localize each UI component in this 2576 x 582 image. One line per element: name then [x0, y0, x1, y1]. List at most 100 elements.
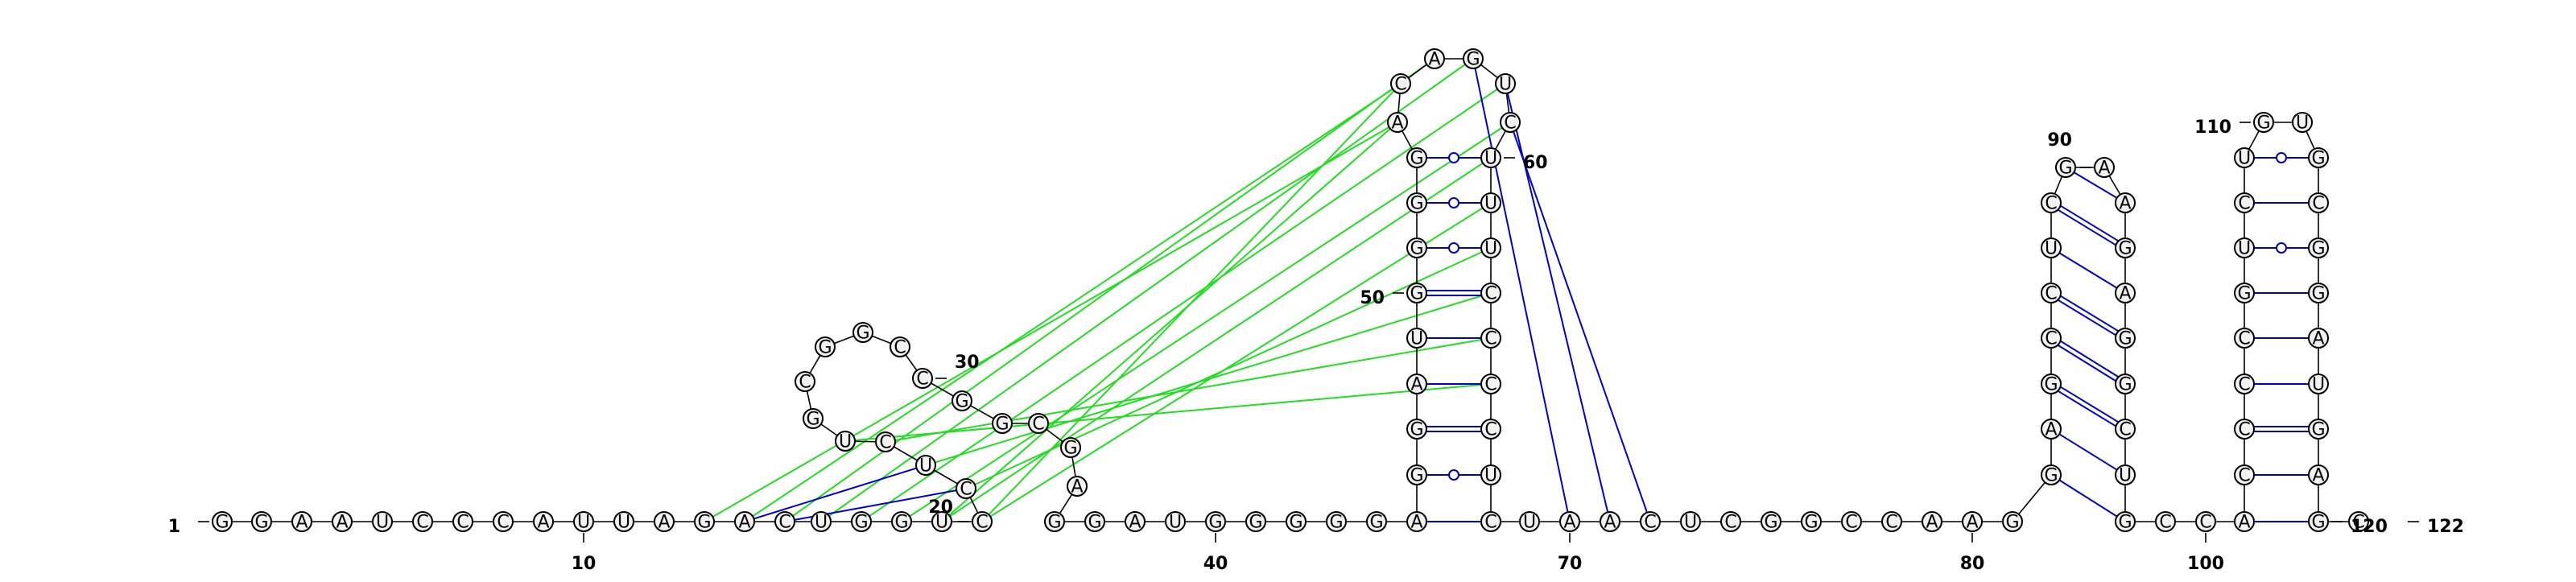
svg-text:G: G [1410, 149, 1423, 169]
pseudoknot-pair [1505, 83, 1611, 522]
position-number: 1 [168, 517, 209, 537]
tertiary-contact [965, 247, 1492, 489]
nucleotide: C [1720, 511, 1741, 533]
svg-text:G: G [1289, 513, 1302, 533]
svg-text:G: G [2118, 239, 2132, 259]
nucleotide: G [1406, 283, 1427, 304]
svg-text:C: C [799, 373, 811, 393]
svg-text:C: C [1845, 513, 1857, 533]
nucleotide: A [654, 511, 675, 533]
svg-text:C: C [2045, 194, 2057, 214]
nucleotide: C [890, 336, 910, 358]
svg-text:C: C [2238, 329, 2250, 349]
nucleotide: U [2308, 374, 2329, 395]
position-number: 30 [935, 353, 980, 379]
nucleotide: U [1480, 192, 1501, 214]
nucleotide: C [2195, 511, 2216, 533]
nucleotide: C [2234, 328, 2255, 349]
svg-text:G: G [1410, 194, 1423, 214]
svg-text:G: G [1410, 466, 1423, 486]
nucleotide: G [2115, 511, 2136, 533]
svg-text:C: C [2045, 329, 2057, 349]
nucleotide: G [1286, 511, 1307, 533]
nucleotide: C [2041, 283, 2062, 304]
svg-text:A: A [1604, 513, 1616, 533]
nucleotide: G [1801, 511, 1822, 533]
svg-text:10: 10 [572, 554, 597, 574]
svg-text:C: C [1484, 329, 1496, 349]
svg-text:A: A [1391, 114, 1403, 134]
svg-text:A: A [2045, 420, 2057, 440]
tertiary-contact [885, 337, 1492, 443]
svg-text:C: C [2352, 513, 2364, 533]
nucleotide: G [2308, 419, 2329, 440]
nucleotide: U [1480, 464, 1501, 486]
nucleotide: G [2308, 511, 2329, 533]
tertiary-contact [981, 83, 1402, 522]
svg-text:G: G [2118, 329, 2132, 349]
base-pair-gc [2058, 208, 2116, 246]
nucleotide: C [1881, 511, 1902, 533]
nucleotide: G [851, 511, 872, 533]
position-number: 90 [2047, 130, 2091, 168]
nucleotide: U [931, 511, 952, 533]
svg-text:C: C [1504, 114, 1516, 134]
svg-text:C: C [976, 513, 988, 533]
svg-text:A: A [1410, 375, 1422, 395]
nucleotide: G [694, 511, 715, 533]
nucleotide: C [1480, 283, 1501, 304]
position-number: 70 [1558, 533, 1583, 574]
wobble-marker [1448, 197, 1459, 208]
svg-text:G: G [894, 513, 908, 533]
nucleotide: G [1044, 511, 1065, 533]
base-pairs [753, 58, 2309, 522]
svg-text:90: 90 [2047, 130, 2072, 151]
nucleotide: G [2041, 374, 2062, 395]
svg-text:20: 20 [928, 497, 953, 518]
position-number: 110 [2194, 118, 2251, 138]
nucleotide: U [1480, 237, 1501, 259]
nucleotide: G [2041, 464, 2062, 486]
svg-text:A: A [336, 513, 348, 533]
nucleotide: C [956, 478, 976, 500]
svg-text:U: U [2238, 239, 2251, 259]
pseudoknot-pair [1509, 122, 1651, 522]
svg-text:C: C [916, 369, 928, 390]
tertiary-contact [901, 122, 1511, 522]
position-number: 10 [572, 533, 597, 574]
svg-text:C: C [1484, 513, 1496, 533]
nucleotide: U [835, 431, 856, 452]
svg-text:G: G [2311, 420, 2325, 440]
svg-text:70: 70 [1558, 554, 1583, 574]
svg-text:A: A [2238, 513, 2250, 533]
svg-text:G: G [2118, 513, 2132, 533]
nucleotide: C [1480, 328, 1501, 349]
nucleotide: A [1559, 511, 1580, 533]
svg-text:G: G [2311, 513, 2325, 533]
nucleotide: G [2308, 237, 2329, 259]
svg-text:G: G [955, 392, 968, 412]
svg-text:A: A [738, 513, 750, 533]
svg-text:C: C [894, 338, 906, 358]
base-pair-au [2058, 252, 2118, 289]
svg-text:G: G [856, 324, 869, 344]
nucleotide: U [2115, 464, 2136, 486]
nucleotide: G [1463, 48, 1484, 70]
nucleotide: U [1680, 511, 1701, 533]
nucleotide: A [1067, 476, 1088, 497]
nucleotide: A [1922, 511, 1942, 533]
nucleotide: U [573, 511, 594, 533]
nucleotide: U [2041, 237, 2062, 259]
svg-text:110: 110 [2194, 118, 2231, 138]
svg-text:100: 100 [2187, 554, 2224, 574]
svg-text:U: U [2312, 375, 2325, 395]
nucleotide: G [815, 336, 836, 358]
nucleotide: C [1480, 374, 1501, 395]
svg-text:G: G [1466, 50, 1480, 70]
nucleotide: C [2155, 511, 2176, 533]
nucleotide: G [2115, 237, 2136, 259]
svg-text:C: C [1484, 420, 1496, 440]
svg-text:G: G [1804, 513, 1818, 533]
